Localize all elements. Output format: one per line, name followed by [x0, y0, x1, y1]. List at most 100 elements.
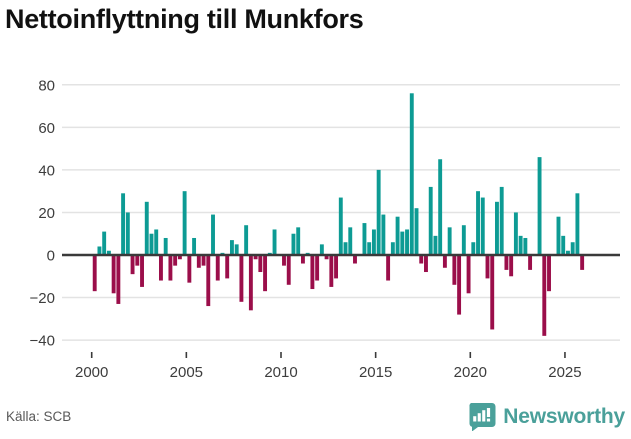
bar-2020Q3: [480, 197, 485, 255]
bar-2006Q1: [206, 255, 211, 307]
bar-2025Q1: [566, 250, 570, 255]
bar-2013Q2: [343, 242, 348, 255]
bar-2010Q2: [286, 255, 291, 285]
bar-2002Q4: [144, 201, 149, 255]
bar-2020Q4: [485, 255, 490, 279]
bar-2001Q1: [111, 255, 116, 294]
bar-2009Q1: [263, 255, 268, 292]
bar-2015Q4: [390, 242, 395, 255]
bar-2016Q3: [405, 229, 409, 255]
bar-2024Q3: [556, 216, 561, 255]
bar-2021Q4: [504, 255, 509, 270]
bar-chart: 80 60 40 20 0 −20 −40 2000 2005 2010 2015 2020 2025: [30, 77, 620, 381]
bar-2003Q3: [159, 255, 163, 281]
source-credit: Källa: SCB: [6, 409, 72, 424]
bar-2004Q2: [173, 255, 178, 266]
x-tick-label-2010: 2010: [264, 364, 297, 381]
bar-2003Q2: [154, 229, 159, 255]
y-tick-label-80: 80: [38, 77, 55, 94]
x-tick-label-2015: 2015: [359, 364, 392, 381]
bar-2007Q4: [239, 255, 244, 302]
bar-2002Q3: [140, 255, 144, 287]
bar-2012Q1: [319, 244, 324, 255]
bar-2016Q4: [409, 93, 414, 255]
bar-2005Q2: [192, 237, 197, 255]
bar-2024Q1: [547, 255, 551, 292]
bar-2011Q4: [315, 255, 320, 281]
bar-2010Q1: [282, 255, 286, 266]
bar-2022Q2: [513, 212, 518, 255]
bar-2025Q3: [575, 193, 580, 255]
bar-2021Q1: [490, 255, 495, 330]
bar-2016Q1: [395, 216, 400, 255]
bar-2005Q4: [201, 255, 206, 266]
bar-2018Q4: [447, 227, 452, 255]
bar-2013Q4: [353, 255, 357, 264]
bar-2000Q3: [102, 231, 107, 255]
bar-2017Q2: [419, 255, 424, 264]
bar-2010Q3: [291, 233, 296, 255]
bar-2023Q4: [542, 255, 547, 336]
y-tick-label--20: −20: [30, 290, 55, 307]
bar-2017Q1: [414, 208, 419, 255]
bar-2002Q2: [135, 255, 140, 266]
bar-2018Q3: [442, 255, 447, 268]
bar-2000Q2: [97, 246, 102, 255]
bar-2004Q1: [168, 255, 173, 281]
bar-2001Q2: [116, 255, 121, 304]
bar-2007Q2: [229, 240, 234, 255]
bar-2019Q1: [452, 255, 457, 285]
bar-2008Q3: [253, 255, 258, 260]
bar-2022Q3: [518, 235, 523, 255]
bar-2008Q4: [258, 255, 263, 273]
bar-2010Q4: [296, 227, 301, 255]
bar-2017Q3: [424, 255, 428, 273]
bar-2015Q2: [381, 214, 386, 255]
bar-2012Q3: [329, 255, 334, 287]
bar-2019Q2: [457, 255, 462, 315]
bar-2018Q2: [438, 159, 443, 255]
bar-2017Q4: [428, 186, 433, 255]
page-title: Nettoinflyttning till Munkfors: [5, 4, 364, 34]
y-tick-label-40: 40: [38, 162, 55, 179]
newsworthy-icon: [469, 403, 496, 431]
bar-2018Q1: [433, 235, 438, 255]
bar-2012Q2: [324, 255, 329, 260]
bar-2008Q2: [248, 255, 253, 311]
bar-2004Q4: [182, 191, 187, 255]
bar-2014Q2: [362, 223, 367, 255]
bar-2000Q4: [106, 250, 111, 255]
bar-2020Q1: [471, 242, 476, 255]
bar-2014Q4: [371, 229, 376, 255]
bar-2009Q3: [272, 229, 277, 255]
y-tick-label-60: 60: [38, 120, 55, 137]
bar-2006Q2: [211, 214, 215, 255]
bar-2001Q3: [121, 193, 126, 255]
newsworthy-logo[interactable]: Newsworthy: [467, 402, 625, 431]
bar-2020Q2: [476, 191, 480, 255]
bar-2025Q4: [580, 255, 585, 270]
y-tick-label-0: 0: [47, 248, 55, 265]
x-tick-label-2000: 2000: [75, 364, 108, 381]
bar-2001Q4: [125, 212, 130, 255]
bar-2000Q1: [92, 255, 97, 292]
bar-2005Q3: [196, 255, 201, 268]
bar-2012Q4: [334, 255, 339, 279]
bar-2011Q3: [310, 255, 315, 290]
bar-2021Q2: [495, 201, 499, 255]
bar-2007Q1: [225, 255, 230, 279]
bar-2013Q3: [348, 227, 353, 255]
y-tick-label--40: −40: [30, 333, 55, 350]
bar-2013Q1: [338, 197, 343, 255]
y-tick-label-20: 20: [38, 205, 55, 222]
bar-2004Q3: [177, 255, 182, 260]
newsworthy-wordmark: Newsworthy: [503, 404, 625, 428]
bar-2025Q2: [570, 242, 575, 255]
bar-2014Q3: [367, 242, 372, 255]
bar-2022Q1: [509, 255, 514, 277]
bar-2005Q1: [187, 255, 192, 283]
bar-2002Q1: [130, 255, 135, 275]
x-tick-label-2025: 2025: [548, 364, 581, 381]
bar-2015Q3: [386, 255, 391, 281]
bar-2003Q4: [163, 237, 168, 255]
